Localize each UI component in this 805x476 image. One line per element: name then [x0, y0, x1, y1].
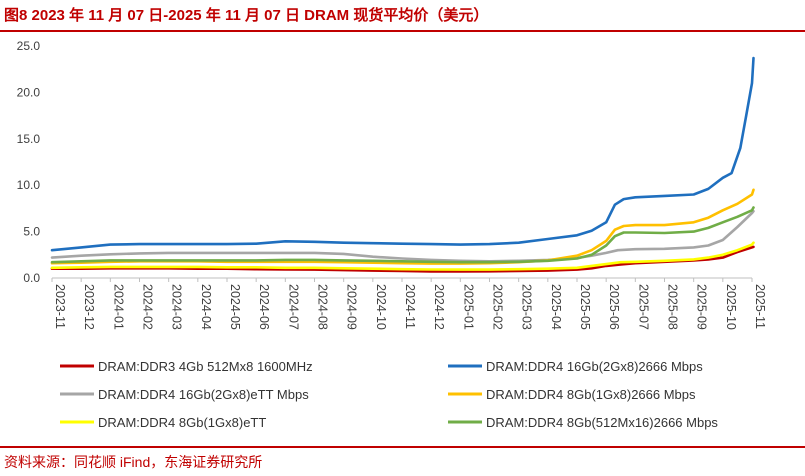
x-tick-label: 2025-03 [520, 284, 534, 330]
legend-label: DRAM:DDR4 8Gb(512Mx16)2666 Mbps [486, 415, 718, 430]
x-tick-label: 2025-04 [549, 284, 563, 330]
legend-label: DRAM:DDR3 4Gb 512Mx8 1600MHz [98, 359, 313, 374]
y-tick-label: 0.0 [23, 271, 40, 285]
y-tick-label: 10.0 [17, 178, 41, 192]
x-tick-label: 2024-02 [141, 284, 155, 330]
series-line-5 [50, 241, 755, 271]
x-tick-label: 2025-11 [753, 284, 767, 329]
x-tick-label: 2025-05 [578, 284, 592, 330]
x-tick-label: 2025-08 [666, 284, 680, 330]
x-tick-label: 2024-09 [345, 284, 359, 330]
y-tick-label: 15.0 [17, 132, 41, 146]
y-tick-label: 20.0 [17, 85, 41, 99]
chart-title: 图8 2023 年 11 月 07 日-2025 年 11 月 07 日 DRA… [4, 7, 489, 24]
x-tick-label: 2024-12 [432, 284, 446, 330]
x-tick-label: 2025-09 [695, 284, 709, 330]
x-tick-label: 2025-10 [724, 284, 738, 330]
x-tick-label: 2024-08 [316, 284, 330, 330]
x-tick-label: 2024-11 [403, 284, 417, 329]
y-tick-label: 5.0 [23, 225, 40, 239]
legend-label: DRAM:DDR4 16Gb(2Gx8)eTT Mbps [98, 387, 309, 402]
x-tick-label: 2024-01 [111, 284, 125, 330]
x-axis: 2023-11 2023-12 2024-01 2024-02 2024-03 2024-… [51, 278, 767, 330]
x-tick-label: 2024-04 [199, 284, 213, 330]
legend-label: DRAM:DDR4 8Gb(1Gx8)2666 Mbps [486, 387, 696, 402]
x-tick-label: 2025-06 [607, 284, 621, 330]
x-tick-label: 2025-02 [491, 284, 505, 330]
series-line-3 [50, 209, 755, 263]
series-line-2 [50, 56, 755, 252]
title-rule [0, 30, 805, 32]
x-tick-label: 2025-01 [461, 284, 475, 330]
x-tick-label: 2024-10 [374, 284, 388, 330]
x-tick-label: 2024-03 [170, 284, 184, 330]
series-line-6 [50, 206, 755, 264]
series-lines [50, 56, 755, 273]
source-note: 资料来源：同花顺 iFind，东海证券研究所 [4, 454, 263, 470]
y-tick-label: 25.0 [17, 39, 41, 53]
x-tick-label: 2025-07 [636, 284, 650, 330]
x-tick-label: 2023-11 [53, 284, 67, 329]
x-tick-label: 2024-07 [286, 284, 300, 330]
x-tick-label: 2024-05 [228, 284, 242, 330]
legend-label: DRAM:DDR4 16Gb(2Gx8)2666 Mbps [486, 359, 703, 374]
source-rule [0, 446, 805, 448]
x-tick-label: 2024-06 [257, 284, 271, 330]
legend: DRAM:DDR3 4Gb 512Mx8 1600MHz DRAM:DDR4 16… [60, 359, 718, 430]
x-tick-label: 2023-12 [82, 284, 96, 330]
legend-label: DRAM:DDR4 8Gb(1Gx8)eTT [98, 415, 266, 430]
